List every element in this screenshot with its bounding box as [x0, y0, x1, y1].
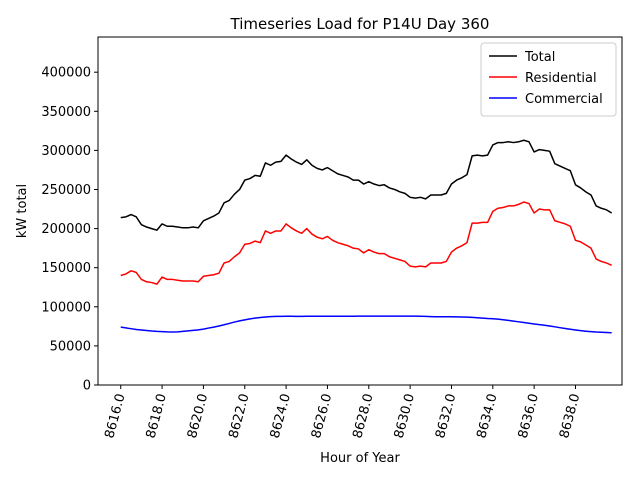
- y-tick-label: 200000: [41, 222, 91, 237]
- legend-label-total: Total: [524, 50, 555, 65]
- legend-label-commercial: Commercial: [525, 92, 603, 107]
- y-tick-label: 50000: [50, 339, 91, 354]
- chart-title: Timeseries Load for P14U Day 360: [230, 15, 490, 33]
- y-tick-label: 300000: [41, 144, 91, 159]
- y-tick-label: 350000: [41, 105, 91, 120]
- y-axis-label: kW total: [15, 184, 30, 238]
- y-tick-label: 100000: [41, 300, 91, 315]
- series-layer: [120, 139, 613, 334]
- x-axis-label: Hour of Year: [320, 451, 400, 466]
- legend: Total Residential Commercial: [480, 42, 617, 117]
- legend-label-residential: Residential: [525, 71, 597, 86]
- y-tick-label: 400000: [41, 66, 91, 81]
- y-axis: 0 50000 100000 150000 200000 250000 300000 3500…: [41, 66, 98, 394]
- series-line-total: [120, 139, 613, 231]
- plot-frame: [97, 36, 623, 386]
- series-line-residential: [120, 201, 612, 285]
- y-tick-label: 250000: [41, 183, 91, 198]
- y-tick-label: 0: [83, 379, 91, 394]
- y-tick-label: 150000: [41, 261, 91, 276]
- series-line-commercial: [120, 315, 612, 334]
